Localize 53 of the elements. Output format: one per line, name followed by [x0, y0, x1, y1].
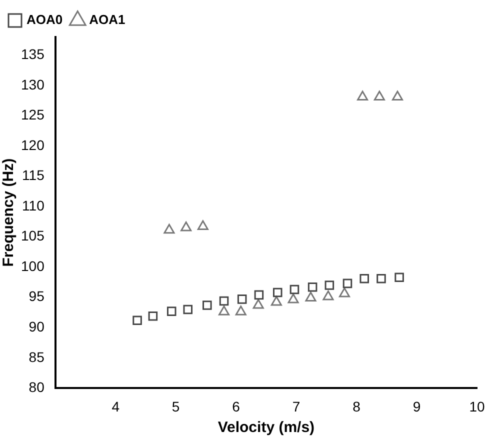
y-tick-label: 130: [21, 76, 45, 92]
point: [305, 292, 316, 302]
y-tick-label: 105: [21, 228, 45, 244]
point: [376, 274, 386, 284]
legend-label: AOA0: [26, 12, 63, 28]
x-tick-label: 5: [172, 398, 180, 414]
point: [322, 290, 334, 300]
point: [270, 296, 282, 306]
y-tick-label: 125: [21, 106, 45, 123]
point: [338, 287, 350, 298]
point: [180, 221, 192, 232]
point: [392, 90, 404, 100]
x-axis-title: Velocity (m/s): [218, 419, 315, 436]
point: [324, 280, 334, 290]
point: [288, 294, 299, 304]
x-tick-label: 10: [469, 398, 485, 414]
y-tick-label: 80: [28, 379, 45, 396]
y-tick-label: 90: [28, 318, 45, 335]
point: [164, 224, 175, 234]
y-tick-label: 100: [21, 258, 45, 274]
point: [360, 274, 369, 284]
point: [357, 90, 368, 100]
y-tick-label: 135: [21, 46, 45, 62]
point: [237, 294, 247, 304]
point: [252, 298, 264, 309]
point: [272, 288, 282, 298]
x-tick-label: 8: [352, 398, 361, 414]
point: [254, 290, 264, 300]
point: [394, 272, 404, 282]
y-tick-label: 115: [22, 167, 45, 184]
point: [218, 306, 230, 316]
point: [235, 306, 246, 316]
y-tick-label: 110: [22, 197, 45, 214]
x-tick-label: 9: [412, 398, 421, 414]
point: [290, 284, 300, 294]
point: [197, 220, 208, 230]
point: [148, 312, 158, 321]
point: [308, 282, 318, 292]
point: [219, 296, 229, 306]
point: [202, 300, 212, 310]
legend-label: AOA1: [89, 12, 126, 28]
x-tick-label: 7: [292, 398, 300, 414]
x-tick-label: 4: [112, 398, 120, 414]
point: [132, 316, 142, 326]
x-tick-label: 6: [232, 398, 240, 414]
point: [183, 304, 193, 314]
point: [342, 278, 352, 288]
y-tick-label: 95: [28, 288, 45, 304]
y-axis-title: Frequency (Hz): [0, 158, 18, 267]
point: [166, 306, 176, 316]
point: [374, 90, 385, 100]
y-tick-label: 85: [28, 348, 45, 365]
y-tick-label: 120: [21, 136, 45, 153]
